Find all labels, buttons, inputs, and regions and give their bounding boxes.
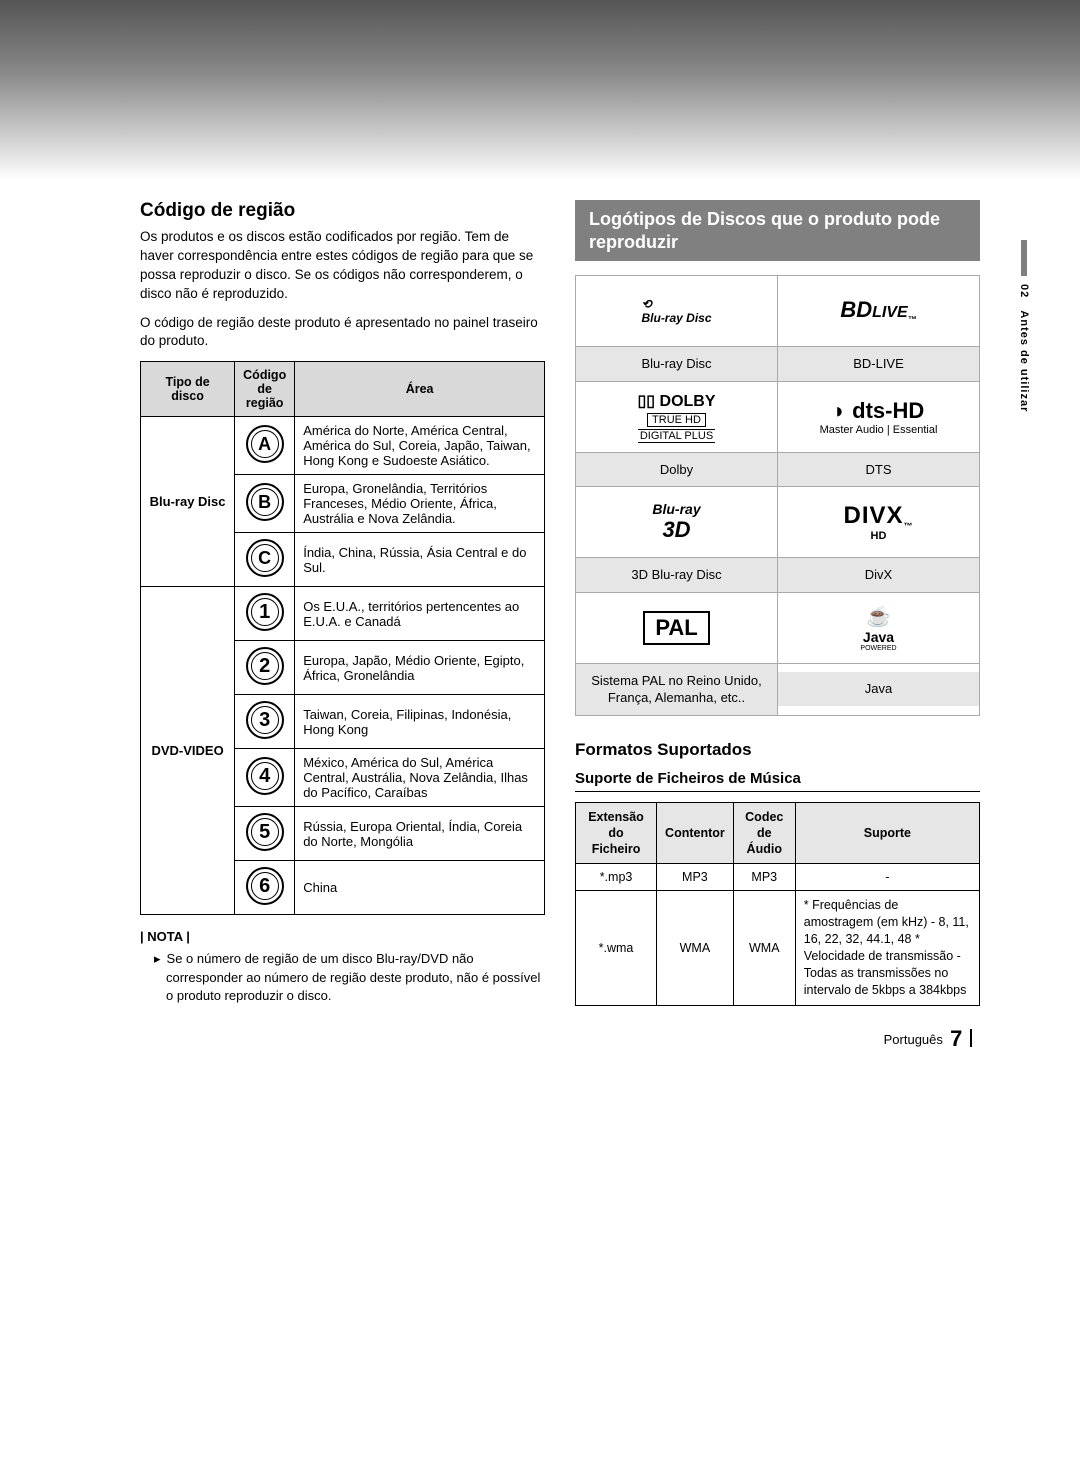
- region-code-icon: 3: [246, 701, 284, 739]
- area-cell: Europa, Japão, Médio Oriente, Egipto, Áf…: [295, 641, 545, 695]
- region-th-disc: Tipo de disco: [141, 362, 235, 417]
- region-para-1: Os produtos e os discos estão codificado…: [140, 228, 545, 304]
- table-row: *.mp3 MP3 MP3 -: [576, 864, 980, 891]
- footer-bar-icon: [970, 1029, 972, 1047]
- music-ext: *.wma: [576, 891, 657, 1005]
- logo-label: DTS: [778, 453, 979, 487]
- music-cont: WMA: [657, 891, 734, 1005]
- logo-label: BD-LIVE: [778, 347, 979, 381]
- footer-lang: Português: [884, 1032, 943, 1047]
- code-cell: C: [235, 533, 295, 587]
- code-cell: 2: [235, 641, 295, 695]
- bluray-disc-logo-icon: ⟲Blu-ray Disc: [576, 276, 777, 346]
- music-support-heading: Suporte de Ficheiros de Música: [575, 770, 980, 792]
- region-code-icon: C: [246, 539, 284, 577]
- logos-banner: Logótipos de Discos que o produto pode r…: [575, 200, 980, 261]
- nota-heading: NOTA: [140, 929, 545, 944]
- code-cell: 3: [235, 695, 295, 749]
- music-th-support: Suporte: [795, 802, 979, 864]
- music-table: Extensão do Ficheiro Contentor Codec de …: [575, 802, 980, 1006]
- side-tab-label: 02 Antes de utilizar: [1018, 284, 1030, 412]
- footer-page-number: 7: [950, 1026, 962, 1051]
- region-th-area: Área: [295, 362, 545, 417]
- side-tab: 02 Antes de utilizar: [1018, 240, 1030, 412]
- logo-label: Sistema PAL no Reino Unido, França, Alem…: [576, 664, 777, 715]
- area-cell: México, América do Sul, América Central,…: [295, 749, 545, 807]
- area-cell: Os E.U.A., territórios pertencentes ao E…: [295, 587, 545, 641]
- left-column: Código de região Os produtos e os discos…: [140, 200, 545, 1006]
- bd-live-logo-icon: BDLIVE™: [778, 276, 979, 346]
- table-row: DVD-VIDEO 1 Os E.U.A., territórios perte…: [141, 587, 545, 641]
- code-cell: 6: [235, 861, 295, 915]
- region-code-icon: 5: [246, 813, 284, 851]
- code-cell: 1: [235, 587, 295, 641]
- side-tab-text: Antes de utilizar: [1018, 310, 1030, 412]
- music-ext: *.mp3: [576, 864, 657, 891]
- side-tab-num: 02: [1018, 284, 1030, 298]
- logo-label: Java: [778, 672, 979, 706]
- area-cell: Taiwan, Coreia, Filipinas, Indonésia, Ho…: [295, 695, 545, 749]
- code-cell: A: [235, 417, 295, 475]
- music-codec: WMA: [733, 891, 795, 1005]
- pal-logo-icon: PAL: [576, 593, 777, 663]
- area-cell: China: [295, 861, 545, 915]
- page-footer: Português 7: [140, 1026, 980, 1052]
- table-row: Blu-ray Disc A América do Norte, América…: [141, 417, 545, 475]
- area-cell: Índia, China, Rússia, Ásia Central e do …: [295, 533, 545, 587]
- logo-label: 3D Blu-ray Disc: [576, 558, 777, 592]
- disc-type-cell: DVD-VIDEO: [141, 587, 235, 915]
- music-th-cont: Contentor: [657, 802, 734, 864]
- region-code-icon: B: [246, 483, 284, 521]
- code-cell: B: [235, 475, 295, 533]
- code-cell: 4: [235, 749, 295, 807]
- music-support: * Frequências de amostragem (em kHz) - 8…: [795, 891, 979, 1005]
- music-support: -: [795, 864, 979, 891]
- region-code-icon: 2: [246, 647, 284, 685]
- region-code-icon: 1: [246, 593, 284, 631]
- logo-label: Dolby: [576, 453, 777, 487]
- disc-type-cell: Blu-ray Disc: [141, 417, 235, 587]
- logo-table: ⟲Blu-ray Disc BDLIVE™ Blu-ray Disc BD-LI…: [575, 275, 980, 716]
- dts-logo-icon: ◗ dts-HD Master Audio | Essential: [778, 382, 979, 452]
- bluray-3d-logo-icon: Blu-ray 3D: [576, 487, 777, 557]
- region-th-code: Código de região: [235, 362, 295, 417]
- region-code-icon: A: [246, 425, 284, 463]
- side-tab-bar: [1021, 240, 1027, 276]
- right-column: Logótipos de Discos que o produto pode r…: [575, 200, 980, 1006]
- music-th-ext: Extensão do Ficheiro: [576, 802, 657, 864]
- code-cell: 5: [235, 807, 295, 861]
- music-cont: MP3: [657, 864, 734, 891]
- region-code-icon: 6: [246, 867, 284, 905]
- region-para-2: O código de região deste produto é apres…: [140, 314, 545, 352]
- area-cell: América do Norte, América Central, Améri…: [295, 417, 545, 475]
- divx-logo-icon: DIVX™ HD: [778, 487, 979, 557]
- nota-text: Se o número de região de um disco Blu-ra…: [140, 950, 545, 1005]
- area-cell: Europa, Gronelândia, Territórios Frances…: [295, 475, 545, 533]
- music-th-codec: Codec de Áudio: [733, 802, 795, 864]
- region-table: Tipo de disco Código de região Área Blu-…: [140, 361, 545, 915]
- formats-heading: Formatos Suportados: [575, 740, 980, 760]
- region-code-icon: 4: [246, 757, 284, 795]
- logo-label: Blu-ray Disc: [576, 347, 777, 381]
- page-content: 02 Antes de utilizar Código de região Os…: [0, 180, 1080, 1092]
- dolby-logo-icon: ▯▯ DOLBY TRUE HD DIGITAL PLUS: [576, 382, 777, 452]
- region-code-heading: Código de região: [140, 200, 545, 222]
- logo-label: DivX: [778, 558, 979, 592]
- table-row: *.wma WMA WMA * Frequências de amostrage…: [576, 891, 980, 1005]
- java-logo-icon: ☕ Java POWERED: [778, 593, 979, 663]
- music-codec: MP3: [733, 864, 795, 891]
- area-cell: Rússia, Europa Oriental, Índia, Coreia d…: [295, 807, 545, 861]
- header-gradient: [0, 0, 1080, 180]
